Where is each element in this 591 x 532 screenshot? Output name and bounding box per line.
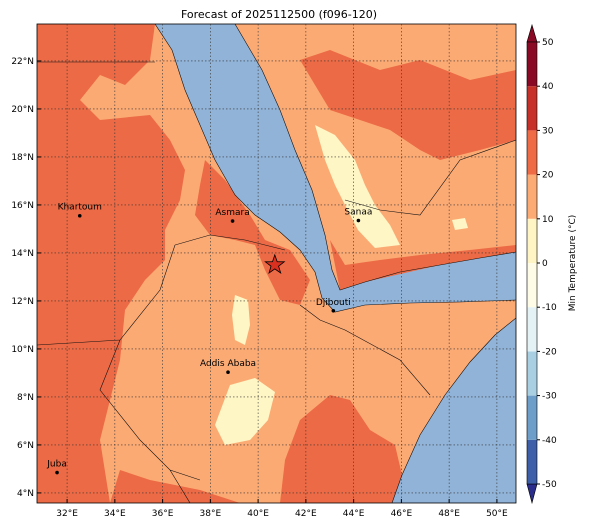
colorbar-tick-label: -40 <box>542 436 557 446</box>
map-frame <box>36 23 517 504</box>
colorbar-tick-label: -30 <box>542 392 557 402</box>
borders <box>37 61 516 503</box>
cool-highlands <box>215 218 468 445</box>
city-dot <box>356 218 361 223</box>
city-dot <box>230 219 235 223</box>
colorbar-extend-low <box>526 483 538 505</box>
x-tick-label: 42°E <box>295 509 317 519</box>
colorbar-band <box>527 395 537 440</box>
city-label: Sanaa <box>344 208 372 218</box>
coastline <box>154 24 516 503</box>
colorbar-band <box>527 42 537 87</box>
colorbar-band <box>527 174 537 219</box>
colorbar-label: Min Temperature (°C) <box>568 215 578 312</box>
colorbar-band <box>527 218 537 263</box>
x-tick-label: 50°E <box>486 509 508 519</box>
city-label: Khartoum <box>58 203 102 213</box>
city-label: Juba <box>46 460 67 470</box>
x-tick-label: 40°E <box>247 509 269 519</box>
colorbar-band <box>527 351 537 396</box>
y-tick-label: 14°N <box>11 249 34 259</box>
colorbar-tick-label: -50 <box>542 480 557 490</box>
colorbar-tick-label: 40 <box>542 82 554 92</box>
warm-arabia <box>300 50 516 290</box>
colorbar-tick-label: -10 <box>542 303 557 313</box>
x-tick-label: 48°E <box>438 509 460 519</box>
warm-eritrea <box>195 160 310 305</box>
cool-yemen <box>315 125 400 248</box>
colorbar-tick-label: 20 <box>542 171 554 181</box>
x-tick-label: 38°E <box>200 509 222 519</box>
x-tick-label: 46°E <box>391 509 413 519</box>
colorbar-tick-label: -20 <box>542 347 557 357</box>
city-label: Djibouti <box>316 298 351 308</box>
city-label: Addis Ababa <box>200 359 256 369</box>
y-tick-label: 22°N <box>11 57 34 67</box>
colorbar-tick-label: 0 <box>542 259 548 269</box>
colorbar-tick-label: 10 <box>542 215 554 225</box>
y-tick-label: 18°N <box>11 153 34 163</box>
colorbar-band <box>527 439 537 484</box>
colorbar-extend-high <box>526 23 538 43</box>
colorbar-tick-label: 30 <box>542 126 554 136</box>
city-dot <box>55 470 59 475</box>
colorbar-band <box>527 130 537 175</box>
colorbar-band <box>527 307 537 352</box>
colorbar: -50 -40 -30 -20 -10 0 10 20 30 40 50 <box>526 23 557 505</box>
city-dot <box>226 370 230 375</box>
location-star <box>264 253 286 274</box>
x-tick-label: 44°E <box>343 509 365 519</box>
colorbar-band <box>527 263 537 308</box>
title: Forecast of 2025112500 (f096-120) <box>181 8 377 21</box>
city-dot <box>331 308 336 313</box>
y-tick-label: 8°N <box>17 393 34 403</box>
colorbar-band <box>527 86 537 131</box>
city-label: Asmara <box>215 208 249 218</box>
warm-sudan <box>37 24 185 503</box>
y-tick-label: 4°N <box>17 489 34 499</box>
colorbar-tick-label: 50 <box>542 38 554 48</box>
x-tick-label: 36°E <box>152 509 174 519</box>
y-tick-label: 20°N <box>11 105 34 115</box>
x-tick-label: 34°E <box>104 509 126 519</box>
y-tick-label: 12°N <box>11 297 34 307</box>
y-tick-label: 10°N <box>11 345 34 355</box>
city-dot <box>77 213 82 218</box>
x-tick-label: 32°E <box>56 509 78 519</box>
y-tick-label: 6°N <box>17 441 34 451</box>
warm-somalia <box>110 395 402 503</box>
y-tick-label: 16°N <box>11 201 34 211</box>
